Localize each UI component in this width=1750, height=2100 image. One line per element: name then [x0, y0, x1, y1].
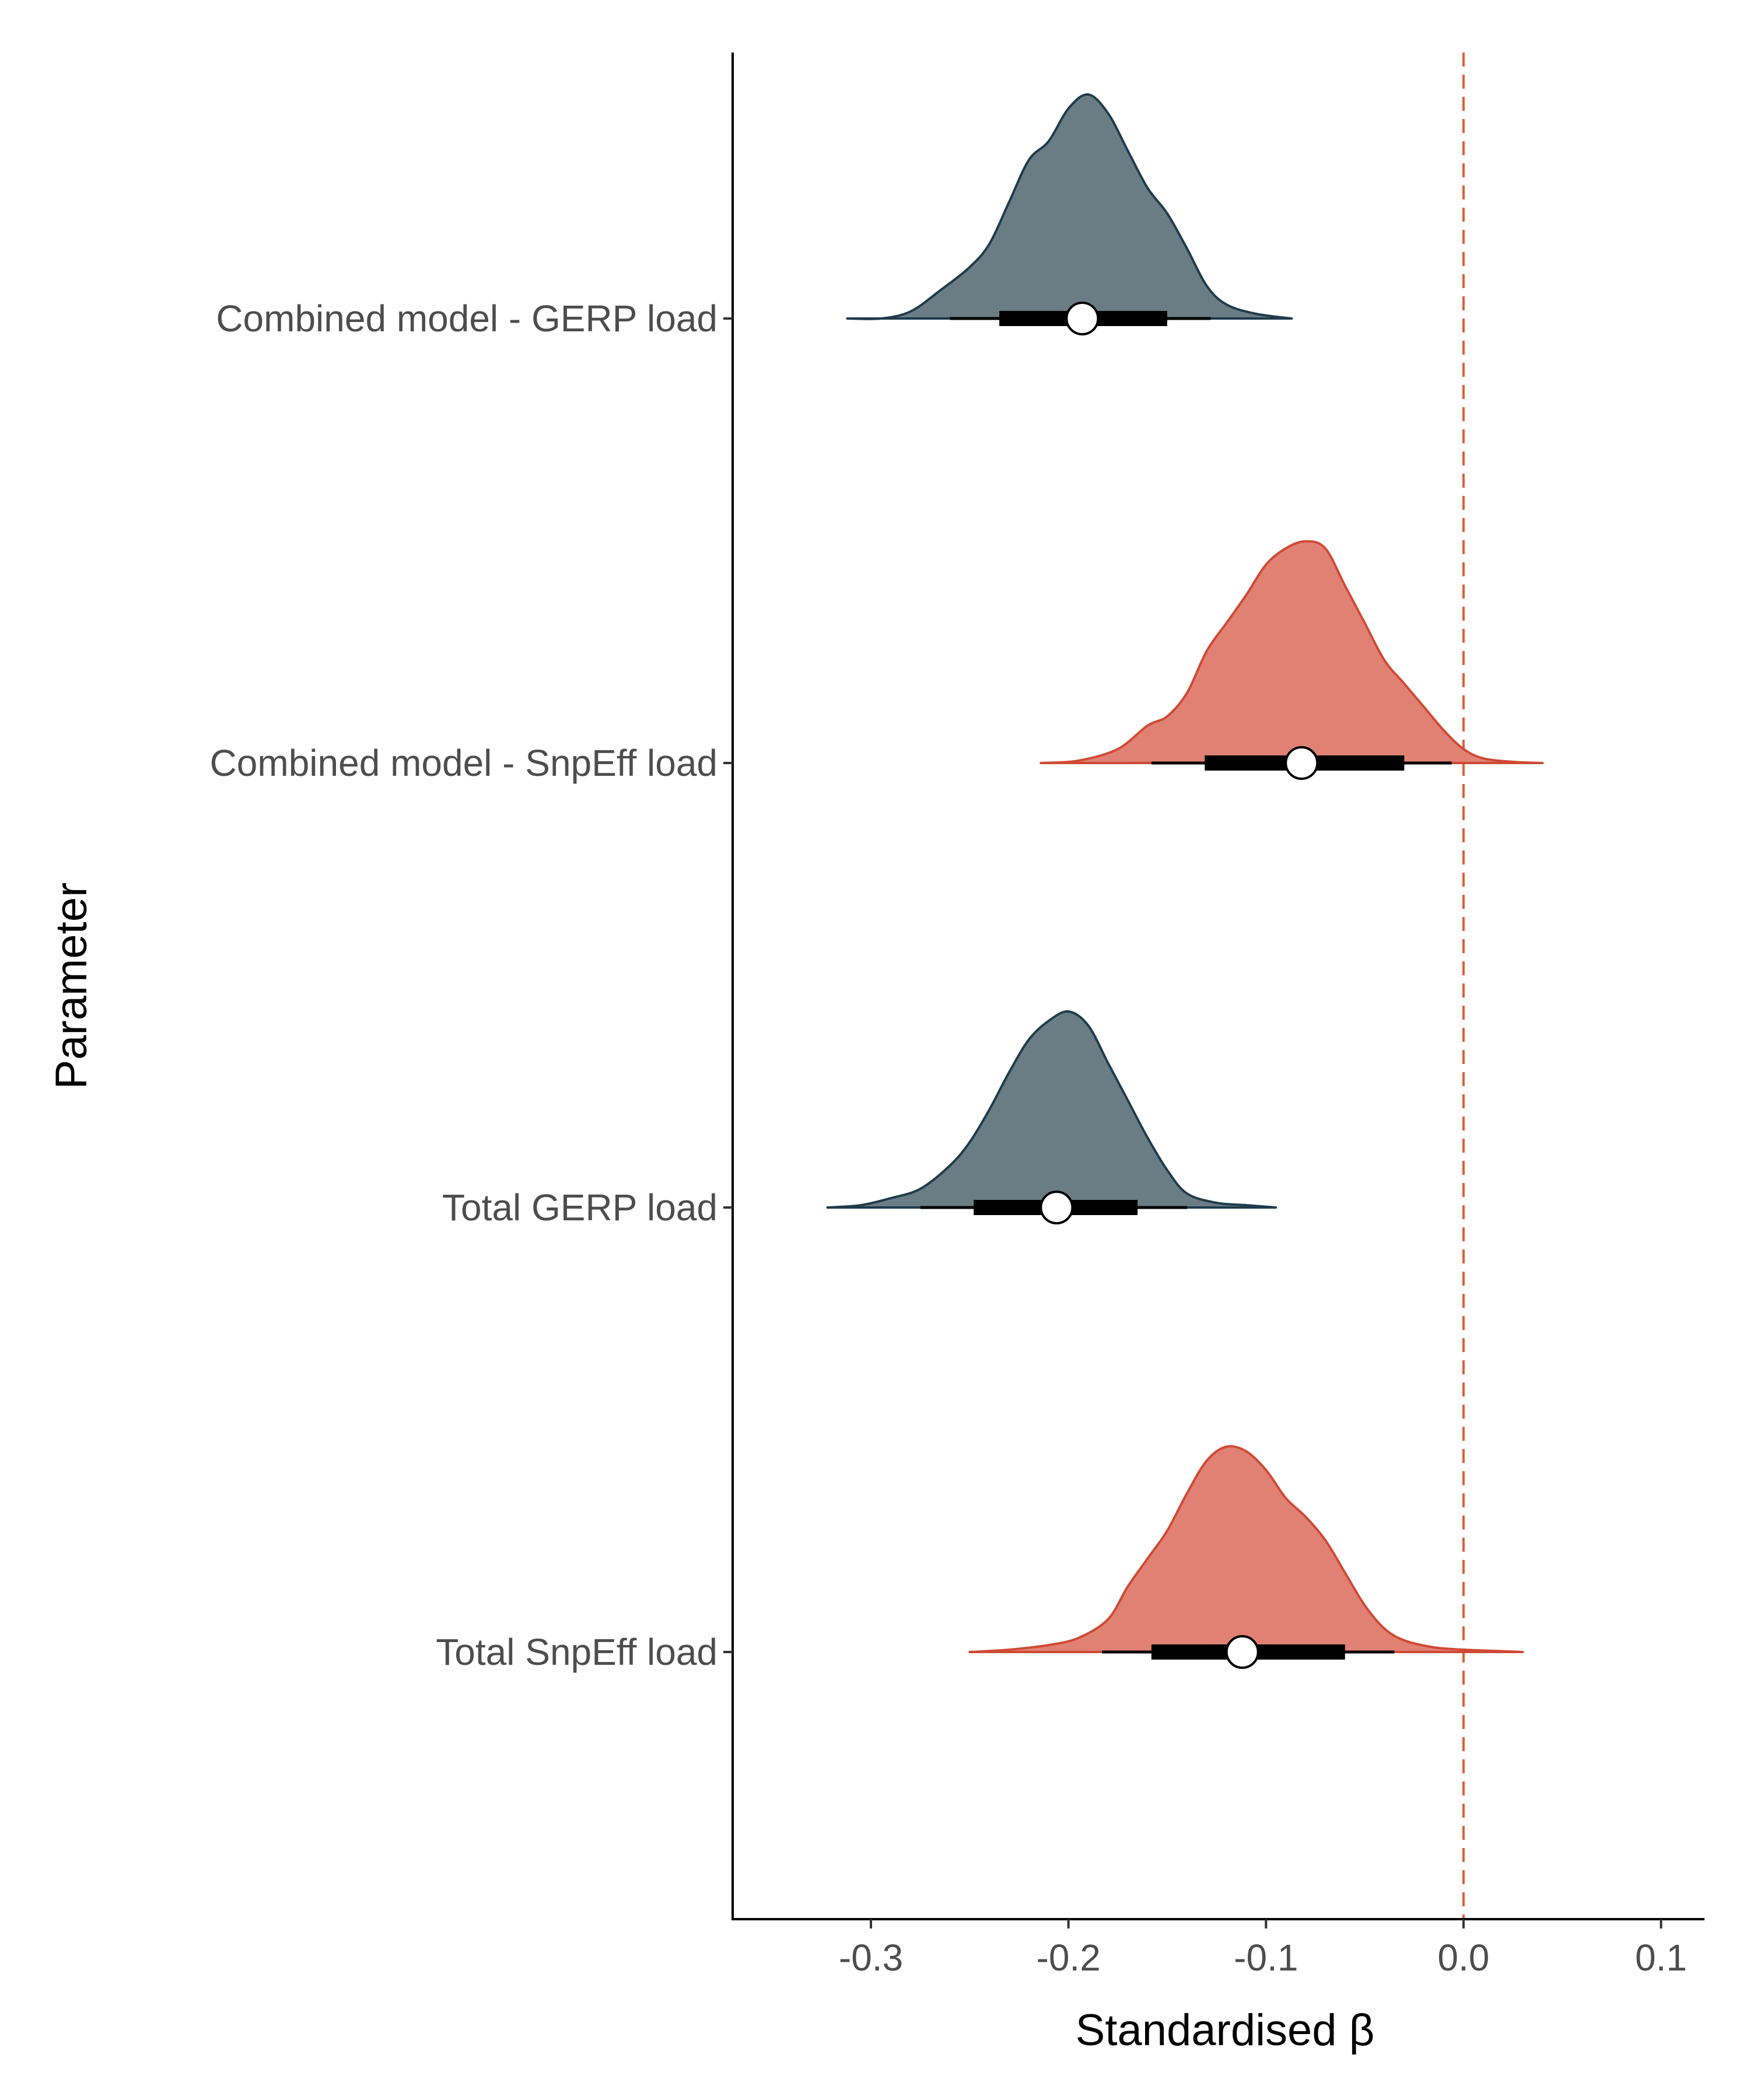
x-tick-label-2: -0.1 — [1234, 1937, 1298, 1979]
x-tick-layer: -0.3 -0.2 -0.1 0.0 0.1 — [839, 1919, 1687, 1979]
y-tick-label-2: Total GERP load — [442, 1186, 718, 1228]
density-0 — [846, 93, 1293, 320]
median-point-3 — [1225, 1635, 1259, 1669]
density-2 — [826, 1010, 1278, 1209]
y-tick-layer: Combined model - GERP load Combined model… — [210, 298, 733, 1673]
x-tick-label-3: 0.0 — [1437, 1937, 1489, 1979]
axis-layer — [732, 52, 1704, 1920]
y-tick-label-3: Total SnpEff load — [436, 1631, 718, 1673]
y-axis-title: Parameter — [47, 883, 96, 1090]
x-tick-label-0: -0.3 — [839, 1937, 903, 1979]
y-tick-label-1: Combined model - SnpEff load — [210, 742, 718, 784]
median-point-2 — [1040, 1191, 1074, 1224]
density-1 — [1040, 540, 1544, 764]
y-tick-label-0: Combined model - GERP load — [216, 298, 718, 340]
density-layer — [826, 93, 1544, 1669]
x-tick-label-4: 0.1 — [1635, 1937, 1687, 1979]
median-point-0 — [1065, 302, 1100, 335]
density-3 — [968, 1445, 1524, 1653]
x-tick-label-1: -0.2 — [1037, 1937, 1101, 1979]
x-axis-title: Standardised β — [1076, 2006, 1375, 2055]
median-point-1 — [1284, 746, 1319, 780]
